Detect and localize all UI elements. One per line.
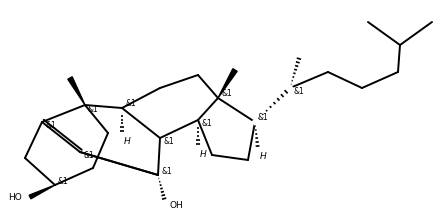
- Text: H: H: [124, 137, 131, 146]
- Text: OH: OH: [170, 200, 184, 210]
- Text: &1: &1: [201, 119, 212, 129]
- Text: &1: &1: [164, 137, 175, 146]
- Text: H: H: [260, 152, 267, 161]
- Polygon shape: [68, 77, 85, 105]
- Polygon shape: [218, 69, 237, 98]
- Polygon shape: [29, 185, 55, 199]
- Text: &1: &1: [293, 87, 304, 97]
- Text: &1: &1: [84, 151, 95, 160]
- Text: &1: &1: [125, 100, 136, 108]
- Text: &1: &1: [258, 113, 269, 122]
- Text: HO: HO: [8, 194, 22, 203]
- Text: &1: &1: [221, 89, 232, 98]
- Text: H: H: [200, 150, 207, 159]
- Text: &1: &1: [45, 121, 56, 130]
- Text: &1: &1: [58, 176, 69, 186]
- Text: &1: &1: [162, 167, 173, 175]
- Text: &1: &1: [88, 105, 99, 113]
